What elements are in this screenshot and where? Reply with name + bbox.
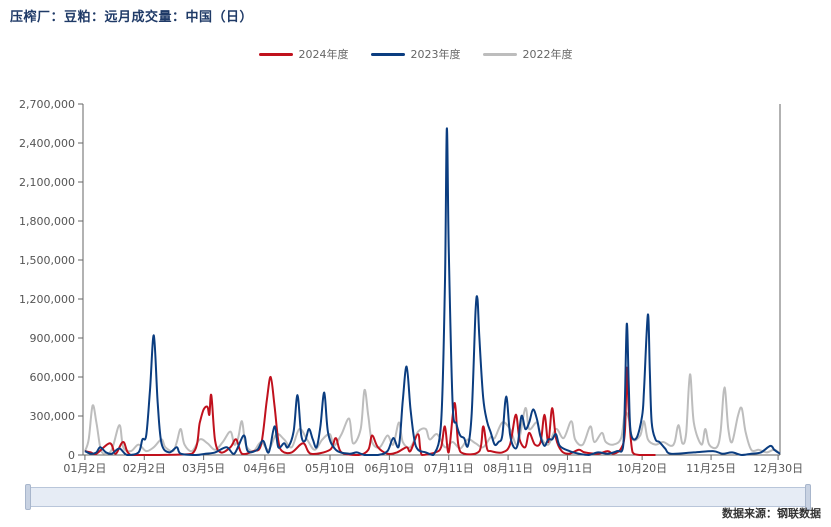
x-tick-label: 12月30日 (753, 462, 803, 475)
legend-item-2022[interactable]: 2022年度 (482, 46, 573, 62)
y-tick-label: 600,000 (30, 371, 76, 384)
x-tick-label: 04月6日 (243, 462, 286, 475)
datazoom-handle-left[interactable] (25, 484, 31, 510)
y-tick-label: 1,800,000 (19, 215, 75, 228)
chart-series (83, 127, 781, 457)
x-tick-label: 02月2日 (123, 462, 166, 475)
datazoom-handle-right[interactable] (805, 484, 811, 510)
legend-swatch-2022 (482, 52, 517, 56)
series-line-2023 (84, 127, 781, 457)
y-tick-label: 2,100,000 (19, 176, 75, 189)
x-tick-label: 09月11日 (542, 462, 592, 475)
y-tick-label: 2,400,000 (19, 137, 75, 150)
x-tick-label: 05月10日 (305, 462, 355, 475)
series-line-2024 (84, 366, 656, 457)
x-tick-label: 10月20日 (617, 462, 667, 475)
y-tick-label: 2,700,000 (19, 98, 75, 111)
x-tick-label: 06月10日 (364, 462, 414, 475)
legend-item-2023[interactable]: 2023年度 (370, 46, 461, 62)
series-line-2022 (83, 373, 781, 455)
legend-label-2022: 2022年度 (522, 48, 573, 61)
y-tick-label: 900,000 (30, 332, 76, 345)
legend-label-2023: 2023年度 (410, 48, 461, 61)
legend-swatch-2023 (370, 52, 405, 56)
y-tick-label: 1,500,000 (19, 254, 75, 267)
legend-item-2024[interactable]: 2024年度 (258, 46, 349, 62)
data-source: 数据来源：钢联数据 (722, 507, 821, 520)
datazoom-slider[interactable] (28, 487, 808, 507)
legend: 2024年度 2023年度 2022年度 (0, 46, 831, 62)
legend-label-2024: 2024年度 (298, 48, 349, 61)
y-tick-label: 1,200,000 (19, 293, 75, 306)
x-tick-label: 11月25日 (686, 462, 736, 475)
y-tick-label: 0 (68, 449, 75, 462)
legend-swatch-2024 (258, 52, 293, 56)
x-tick-label: 01月2日 (63, 462, 106, 475)
chart-title: 压榨厂：豆粕：远月成交量：中国（日） (10, 10, 254, 25)
x-tick-label: 07月11日 (424, 462, 474, 475)
x-tick-label: 08月11日 (483, 462, 533, 475)
y-tick-label: 300,000 (30, 410, 76, 423)
x-tick-label: 03月5日 (182, 462, 225, 475)
